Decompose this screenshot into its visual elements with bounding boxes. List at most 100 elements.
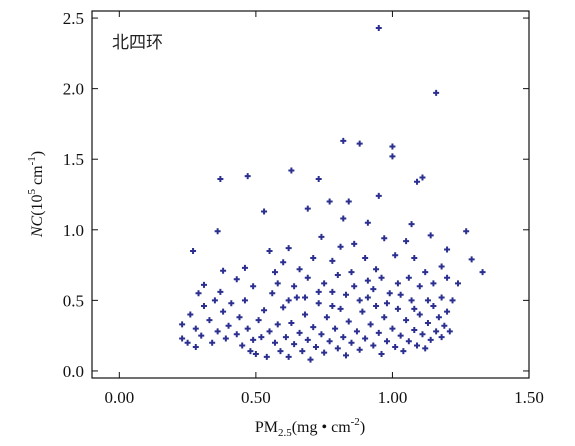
data-point	[198, 332, 205, 339]
x-tick-label: 0.00	[104, 388, 134, 407]
data-point	[318, 233, 325, 240]
x-tick-label: 1.50	[514, 388, 544, 407]
data-point	[225, 322, 232, 329]
data-point	[285, 297, 292, 304]
data-point	[304, 205, 311, 212]
data-point	[392, 343, 399, 350]
data-point	[348, 339, 355, 346]
data-point	[397, 332, 404, 339]
data-point	[315, 175, 322, 182]
data-point	[266, 247, 273, 254]
data-point	[190, 247, 197, 254]
data-point	[217, 175, 224, 182]
data-point	[444, 308, 451, 315]
data-point	[263, 353, 270, 360]
data-point	[329, 257, 336, 264]
data-point	[340, 334, 347, 341]
data-point	[291, 283, 298, 290]
data-point	[359, 308, 366, 315]
data-point	[433, 328, 440, 335]
data-point	[285, 353, 292, 360]
data-point	[233, 331, 240, 338]
data-point	[323, 314, 330, 321]
data-point	[274, 321, 281, 328]
data-point	[378, 351, 385, 358]
data-point	[449, 297, 456, 304]
data-points	[179, 24, 486, 363]
data-point	[411, 255, 418, 262]
y-tick-label: 1.0	[63, 221, 84, 240]
data-point	[364, 219, 371, 226]
data-point	[239, 342, 246, 349]
data-point	[228, 300, 235, 307]
data-point	[446, 328, 453, 335]
data-point	[222, 335, 229, 342]
data-point	[375, 24, 382, 31]
data-point	[389, 143, 396, 150]
data-point	[394, 280, 401, 287]
data-point	[411, 327, 418, 334]
data-point	[250, 336, 257, 343]
data-point	[430, 280, 437, 287]
data-point	[403, 238, 410, 245]
data-point	[414, 342, 421, 349]
data-point	[192, 343, 199, 350]
data-point	[381, 235, 388, 242]
y-axis-title-superscript-2: -1	[26, 156, 38, 165]
x-axis-ticks: 0.00 0.50 1.00 1.50	[104, 11, 544, 407]
data-point	[302, 294, 309, 301]
data-point	[280, 259, 287, 266]
data-point	[334, 345, 341, 352]
data-point	[394, 305, 401, 312]
data-point	[337, 305, 344, 312]
data-point	[296, 329, 303, 336]
data-point	[405, 338, 412, 345]
data-point	[329, 303, 336, 310]
data-point	[326, 338, 333, 345]
data-point	[261, 307, 268, 314]
data-point	[351, 283, 358, 290]
data-point	[411, 305, 418, 312]
data-point	[375, 329, 382, 336]
data-point	[424, 319, 431, 326]
data-point	[304, 336, 311, 343]
y-tick-label: 2.5	[63, 9, 84, 28]
data-point	[214, 228, 221, 235]
data-point	[441, 322, 448, 329]
data-point	[362, 335, 369, 342]
data-point	[397, 291, 404, 298]
data-point	[348, 269, 355, 276]
data-point	[277, 348, 284, 355]
data-point	[356, 297, 363, 304]
data-point	[244, 173, 251, 180]
data-point	[214, 328, 221, 335]
data-point	[236, 314, 243, 321]
data-point	[315, 300, 322, 307]
data-point	[310, 255, 317, 262]
data-point	[378, 274, 385, 281]
data-point	[427, 336, 434, 343]
data-point	[179, 321, 186, 328]
data-point	[463, 228, 470, 235]
data-point	[285, 245, 292, 252]
data-point	[340, 215, 347, 222]
data-point	[274, 280, 281, 287]
data-point	[200, 303, 207, 310]
data-point	[343, 352, 350, 359]
data-point	[250, 283, 257, 290]
data-point	[345, 198, 352, 205]
data-point	[383, 300, 390, 307]
data-point	[375, 192, 382, 199]
data-point	[362, 255, 369, 262]
data-point	[403, 317, 410, 324]
data-point	[419, 174, 426, 181]
data-point	[370, 342, 377, 349]
data-point	[220, 267, 227, 274]
data-point	[302, 311, 309, 318]
data-point	[312, 343, 319, 350]
data-point	[356, 346, 363, 353]
data-point	[427, 232, 434, 239]
data-point	[444, 274, 451, 281]
data-point	[345, 318, 352, 325]
data-point	[315, 288, 322, 295]
